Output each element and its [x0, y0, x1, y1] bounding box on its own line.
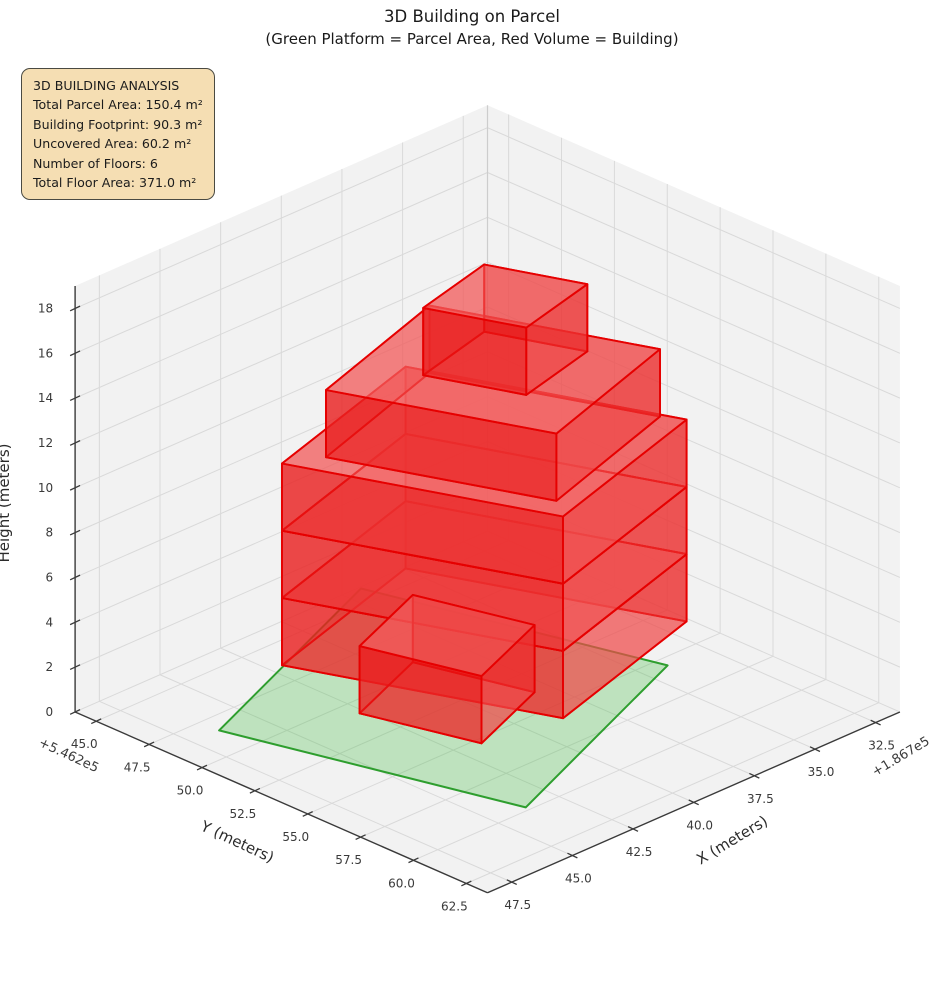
tick-x	[870, 719, 881, 726]
tick-label-x: 45.0	[565, 872, 592, 886]
tick-label-y: 45.0	[71, 737, 98, 751]
tick-z	[69, 395, 81, 402]
info-box-line-4: Number of Floors: 6	[33, 155, 158, 171]
tick-x	[506, 879, 518, 886]
info-box-line-3: Uncovered Area: 60.2 m²	[33, 136, 192, 152]
info-box-line-0: 3D BUILDING ANALYSIS	[33, 78, 180, 93]
grid-line-y-floor	[413, 679, 827, 861]
tick-x	[627, 826, 639, 832]
tick-y	[249, 787, 261, 794]
chart-title-block: 3D Building on Parcel (Green Platform = …	[0, 7, 944, 48]
tick-z	[69, 440, 81, 446]
tick-x	[688, 799, 699, 806]
spine-y-axis	[74, 711, 488, 894]
tick-label-z: 4	[45, 615, 53, 629]
grid-line-z-right-wall	[487, 216, 901, 399]
grid-line-x-floor	[159, 674, 573, 856]
tick-label-x: 47.5	[504, 898, 531, 912]
tick-z	[69, 529, 81, 536]
tick-label-y: 50.0	[177, 784, 204, 798]
tick-label-z: 10	[38, 481, 53, 495]
tick-label-z: 6	[45, 570, 53, 584]
tick-label-y: 60.0	[388, 876, 415, 890]
grid-line-y-floor	[466, 702, 879, 884]
tick-z	[69, 305, 81, 312]
tick-label-x: 35.0	[808, 765, 835, 779]
grid-line-z-left-wall	[74, 261, 488, 444]
tick-label-z: 18	[38, 301, 53, 315]
tick-label-y: 47.5	[124, 760, 151, 774]
tick-label-y: 57.5	[335, 853, 362, 867]
tick-y	[143, 741, 155, 748]
chart-subtitle: (Green Platform = Parcel Area, Red Volum…	[265, 30, 679, 48]
axis-label-y: Y (meters)	[197, 817, 277, 867]
tick-label-x: 37.5	[747, 792, 774, 806]
grid-line-x-floor	[99, 700, 512, 883]
info-box-line-2: Building Footprint: 90.3 m²	[33, 116, 203, 132]
tick-z	[69, 350, 81, 357]
tick-label-y: 52.5	[230, 807, 257, 821]
tick-label-z: 2	[45, 660, 53, 674]
info-box-line-5: Total Floor Area: 371.0 m²	[33, 175, 197, 191]
tick-z	[69, 664, 81, 671]
tick-y	[461, 880, 472, 887]
grid-line-x-floor	[220, 647, 634, 830]
grid-line-y-floor	[307, 632, 721, 815]
grid-line-z-left-wall	[74, 172, 488, 354]
tick-label-x: 42.5	[626, 845, 653, 859]
tick-z	[69, 619, 81, 626]
chart-title: 3D Building on Parcel	[384, 7, 560, 26]
analysis-info-box: 3D BUILDING ANALYSIS Total Parcel Area: 1…	[21, 68, 215, 201]
tick-label-z: 8	[45, 526, 53, 540]
grid-line-z-left-wall	[74, 127, 488, 309]
tick-label-x: 40.0	[686, 818, 713, 832]
tick-label-z: 14	[38, 391, 53, 405]
axis-label-z: Height (meters)	[0, 444, 13, 563]
tick-label-y: 55.0	[282, 830, 309, 844]
grid-line-y-floor	[360, 655, 774, 838]
tick-y	[90, 718, 102, 725]
tick-z	[69, 709, 81, 715]
floor-1-face-top	[358, 593, 536, 678]
tick-z	[69, 574, 81, 581]
grid-line-z-right-wall	[487, 172, 901, 354]
tick-label-z: 0	[45, 705, 53, 719]
floor-6-face-top	[422, 263, 589, 329]
tick-label-z: 16	[38, 346, 53, 360]
tick-y	[408, 857, 419, 864]
tick-x	[567, 852, 578, 859]
info-box-line-1: Total Parcel Area: 150.4 m²	[33, 97, 203, 113]
tick-y	[302, 811, 313, 817]
tick-label-z: 12	[38, 436, 53, 450]
tick-y	[355, 834, 366, 841]
tick-x	[749, 772, 760, 779]
tick-label-x: 32.5	[868, 739, 895, 753]
tick-label-y: 62.5	[441, 899, 468, 913]
tick-y	[196, 764, 208, 771]
tick-z	[69, 484, 81, 491]
grid-line-z-right-wall	[487, 127, 901, 309]
grid-line-z-left-wall	[74, 216, 488, 399]
tick-x	[809, 746, 821, 753]
